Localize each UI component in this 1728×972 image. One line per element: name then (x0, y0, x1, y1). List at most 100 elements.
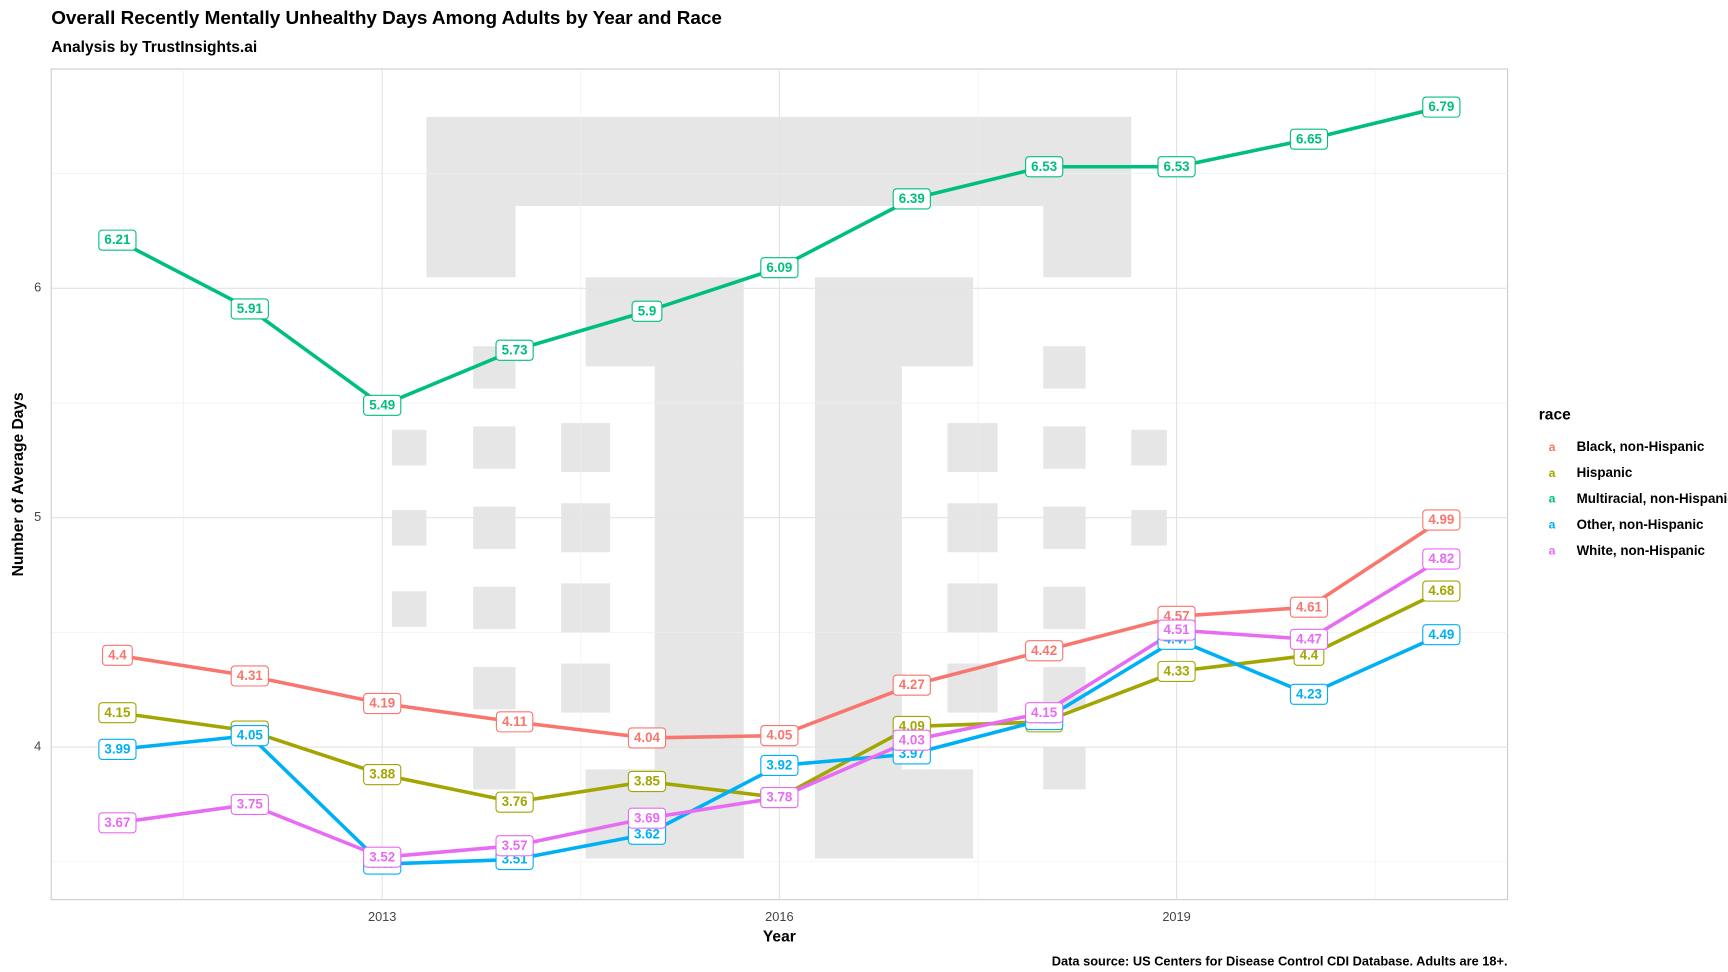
label-box (495, 711, 534, 733)
data-label: 4.82 (1422, 548, 1461, 570)
data-label-text: 4.61 (1296, 599, 1323, 614)
data-label: 3.75 (230, 793, 269, 816)
legend-key: a (1549, 518, 1556, 532)
label-box (1025, 702, 1064, 724)
data-label: 6.39 (892, 188, 931, 210)
data-label: 6.09 (760, 257, 799, 279)
label-box (760, 754, 799, 777)
chart-title: Overall Recently Mentally Unhealthy Days… (51, 8, 722, 29)
label-box (1289, 596, 1329, 618)
data-label: 4.05 (760, 725, 799, 747)
data-label-text: 4.33 (1164, 663, 1190, 678)
data-label: 5.9 (631, 300, 663, 322)
label-box (230, 665, 269, 687)
label-box (230, 793, 269, 816)
data-label: 4.49 (1422, 624, 1461, 646)
label-box (495, 339, 534, 361)
data-label-text: 3.62 (634, 826, 660, 841)
data-label-text: 3.85 (634, 774, 661, 789)
label-box (363, 692, 402, 715)
legend-label: Hispanic (1577, 465, 1633, 480)
data-label-text: 4.49 (1428, 627, 1454, 642)
data-label: 4.04 (627, 727, 667, 749)
legend-key: a (1549, 466, 1556, 480)
caption: Data source: US Centers for Disease Cont… (1052, 953, 1508, 968)
label-box (760, 786, 799, 809)
data-label-text: 4.4 (108, 647, 127, 662)
data-label: 4.31 (230, 665, 269, 687)
label-box (98, 738, 137, 760)
legend-label: Black, non-Hispanic (1577, 439, 1705, 454)
data-label: 3.69 (627, 807, 667, 829)
data-label-text: 5.9 (638, 303, 657, 318)
data-label-text: 4.19 (369, 696, 395, 711)
y-axis-label: Number of Average Days (10, 392, 27, 576)
data-label-text: 4.51 (1164, 622, 1191, 637)
data-label: 4.15 (98, 702, 137, 724)
data-label: 4.51 (1157, 619, 1196, 641)
data-label: 3.85 (627, 770, 667, 793)
data-label-text: 4.15 (1031, 705, 1058, 720)
data-label-text: 4.05 (766, 728, 793, 743)
label-box (1289, 683, 1329, 705)
label-box (760, 257, 799, 279)
label-box (1025, 640, 1064, 662)
legend-label: White, non-Hispanic (1577, 543, 1706, 558)
label-box (363, 846, 402, 868)
data-label: 4.4 (1293, 644, 1325, 666)
data-label: 3.76 (495, 791, 534, 813)
label-box (1422, 624, 1461, 646)
data-label-text: 6.53 (1031, 159, 1057, 174)
label-box (1157, 156, 1196, 178)
data-label-text: 6.53 (1164, 159, 1190, 174)
label-box (102, 644, 133, 666)
label-box (98, 812, 137, 834)
label-box (495, 835, 534, 857)
legend-label: Multiracial, non-Hispanic (1577, 491, 1728, 506)
label-box (892, 729, 931, 751)
data-label: 4.4 (102, 644, 133, 666)
data-label: 3.67 (98, 812, 137, 834)
data-label-text: 6.09 (766, 260, 792, 275)
data-label: 4.47 (1289, 628, 1329, 650)
data-label-text: 4.11 (502, 714, 528, 729)
y-tick-label: 6 (34, 280, 41, 295)
data-label-text: 4.15 (104, 705, 131, 720)
data-label-text: 6.39 (899, 191, 925, 206)
data-label: 6.65 (1289, 128, 1329, 150)
data-label: 4.11 (495, 711, 534, 733)
label-box (363, 764, 402, 786)
label-box (631, 300, 663, 322)
data-label-text: 4.03 (899, 732, 925, 747)
data-label: 5.73 (495, 339, 534, 361)
data-label: 4.99 (1422, 509, 1461, 531)
data-label-text: 4.23 (1296, 686, 1322, 701)
data-label-text: 4.4 (1300, 647, 1319, 662)
data-label: 3.99 (98, 738, 137, 760)
x-tick-label: 2019 (1162, 909, 1190, 924)
label-box (760, 725, 799, 747)
label-box (1422, 509, 1461, 531)
label-box (1289, 128, 1329, 150)
label-box (1422, 548, 1461, 570)
data-label: 6.79 (1422, 96, 1461, 118)
data-label-text: 6.21 (104, 232, 131, 247)
label-box (1025, 156, 1064, 178)
label-box (1422, 96, 1461, 118)
data-label: 4.15 (1025, 702, 1064, 724)
label-box (1422, 580, 1461, 602)
chart-subtitle: Analysis by TrustInsights.ai (51, 39, 257, 56)
data-label-text: 3.69 (634, 810, 660, 825)
legend-title: race (1539, 406, 1571, 423)
data-label: 4.68 (1422, 580, 1461, 602)
label-box (892, 188, 931, 210)
data-label-text: 5.49 (369, 397, 395, 412)
data-label-text: 5.91 (237, 301, 264, 316)
x-tick-label: 2013 (368, 909, 396, 924)
label-box (892, 674, 931, 696)
data-label-text: 5.73 (502, 342, 528, 357)
data-label-text: 3.78 (766, 790, 793, 805)
legend-key: a (1549, 544, 1556, 558)
data-label-text: 6.79 (1428, 99, 1454, 114)
